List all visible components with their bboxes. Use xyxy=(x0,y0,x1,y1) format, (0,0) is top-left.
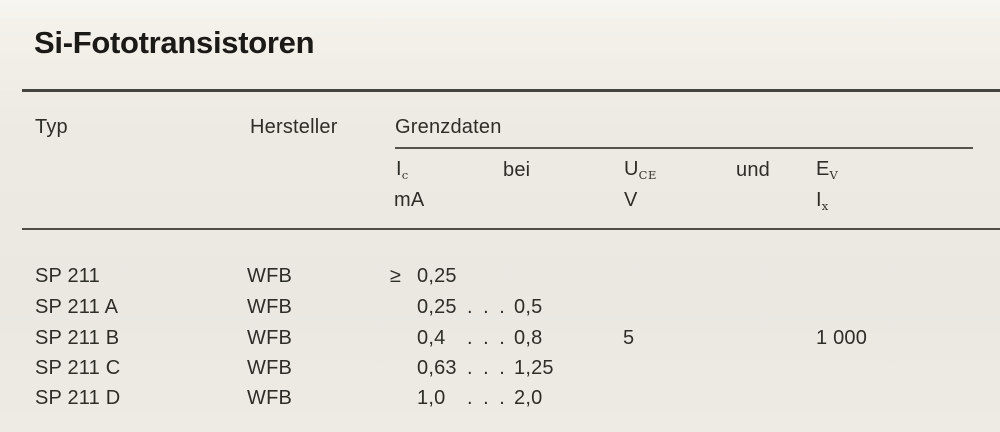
ic-ellipsis: . . . xyxy=(467,387,508,409)
ic-max: 0,5 xyxy=(514,296,543,318)
ic-prefix: ≥ xyxy=(390,265,402,287)
cell-typ: SP 211 C xyxy=(35,357,121,379)
cell-uce-value: 5 xyxy=(623,327,635,349)
ic-min: 0,63 xyxy=(417,357,457,379)
cell-hersteller: WFB xyxy=(247,387,293,409)
header-body-divider xyxy=(22,228,1000,230)
subheader-ev-symbol: EV xyxy=(816,158,838,182)
cell-ev-value: 1 000 xyxy=(816,327,868,349)
table-row: SP 211 C WFB 0,63 . . . 1,25 xyxy=(0,357,1000,381)
ic-max: 0,8 xyxy=(514,327,543,349)
cell-hersteller: WFB xyxy=(247,296,293,318)
lux-subscript: x xyxy=(821,199,829,213)
subheader-uce-symbol: UCE xyxy=(624,158,657,182)
ic-ellipsis: . . . xyxy=(467,327,508,349)
cell-ic-value: 0,63 . . . 1,25 xyxy=(390,357,554,380)
column-header-grenzdaten: Grenzdaten xyxy=(395,116,502,138)
cell-typ: SP 211 A xyxy=(35,296,119,318)
lux-base: I xyxy=(816,189,822,211)
uce-subscript: CE xyxy=(638,168,658,182)
cell-ic-value: 0,25 . . . 0,5 xyxy=(390,296,542,319)
ic-max: 2,0 xyxy=(514,387,543,409)
cell-typ: SP 211 B xyxy=(35,327,120,349)
cell-ic-value: 1,0 . . . 2,0 xyxy=(390,387,542,410)
table-row: SP 211 A WFB 0,25 . . . 0,5 xyxy=(0,296,1000,320)
title-divider xyxy=(22,89,1000,92)
table-row: SP 211 D WFB 1,0 . . . 2,0 xyxy=(0,387,1000,411)
ic-min: 1,0 xyxy=(417,387,446,409)
cell-typ: SP 211 xyxy=(35,265,100,287)
subheader-bei: bei xyxy=(503,159,531,181)
ic-min: 0,25 xyxy=(417,296,457,318)
ev-base: E xyxy=(816,158,830,180)
ic-ellipsis: . . . xyxy=(467,296,508,318)
column-header-hersteller: Hersteller xyxy=(250,116,338,138)
cell-ic-value: 0,4 . . . 0,8 xyxy=(390,327,542,350)
cell-hersteller: WFB xyxy=(247,357,293,379)
uce-base: U xyxy=(624,158,639,180)
grenzdaten-divider xyxy=(395,147,973,149)
ic-subscript: c xyxy=(401,168,409,182)
page-title: Si-Fototransistoren xyxy=(34,25,315,60)
table-row: SP 211 WFB ≥0,25 xyxy=(0,265,1000,289)
subheader-uce-unit: V xyxy=(624,189,638,211)
cell-typ: SP 211 D xyxy=(35,387,121,409)
cell-hersteller: WFB xyxy=(247,265,293,287)
subheader-ic-unit: mA xyxy=(394,189,425,211)
cell-ic-value: ≥0,25 xyxy=(390,265,514,288)
ic-max: 1,25 xyxy=(514,357,554,379)
subheader-und: und xyxy=(736,159,770,181)
ic-ellipsis: . . . xyxy=(467,357,508,379)
column-header-typ: Typ xyxy=(35,116,68,138)
cell-hersteller: WFB xyxy=(247,327,293,349)
ic-base: I xyxy=(396,158,402,180)
ic-min: 0,25 xyxy=(417,265,457,287)
subheader-ic-symbol: Ic xyxy=(396,158,409,182)
ev-subscript: V xyxy=(829,168,839,182)
ic-min: 0,4 xyxy=(417,327,446,349)
table-row: SP 211 B WFB 0,4 . . . 0,8 5 1 000 xyxy=(0,327,1000,351)
subheader-ev-unit-lux: Ix xyxy=(816,189,829,213)
